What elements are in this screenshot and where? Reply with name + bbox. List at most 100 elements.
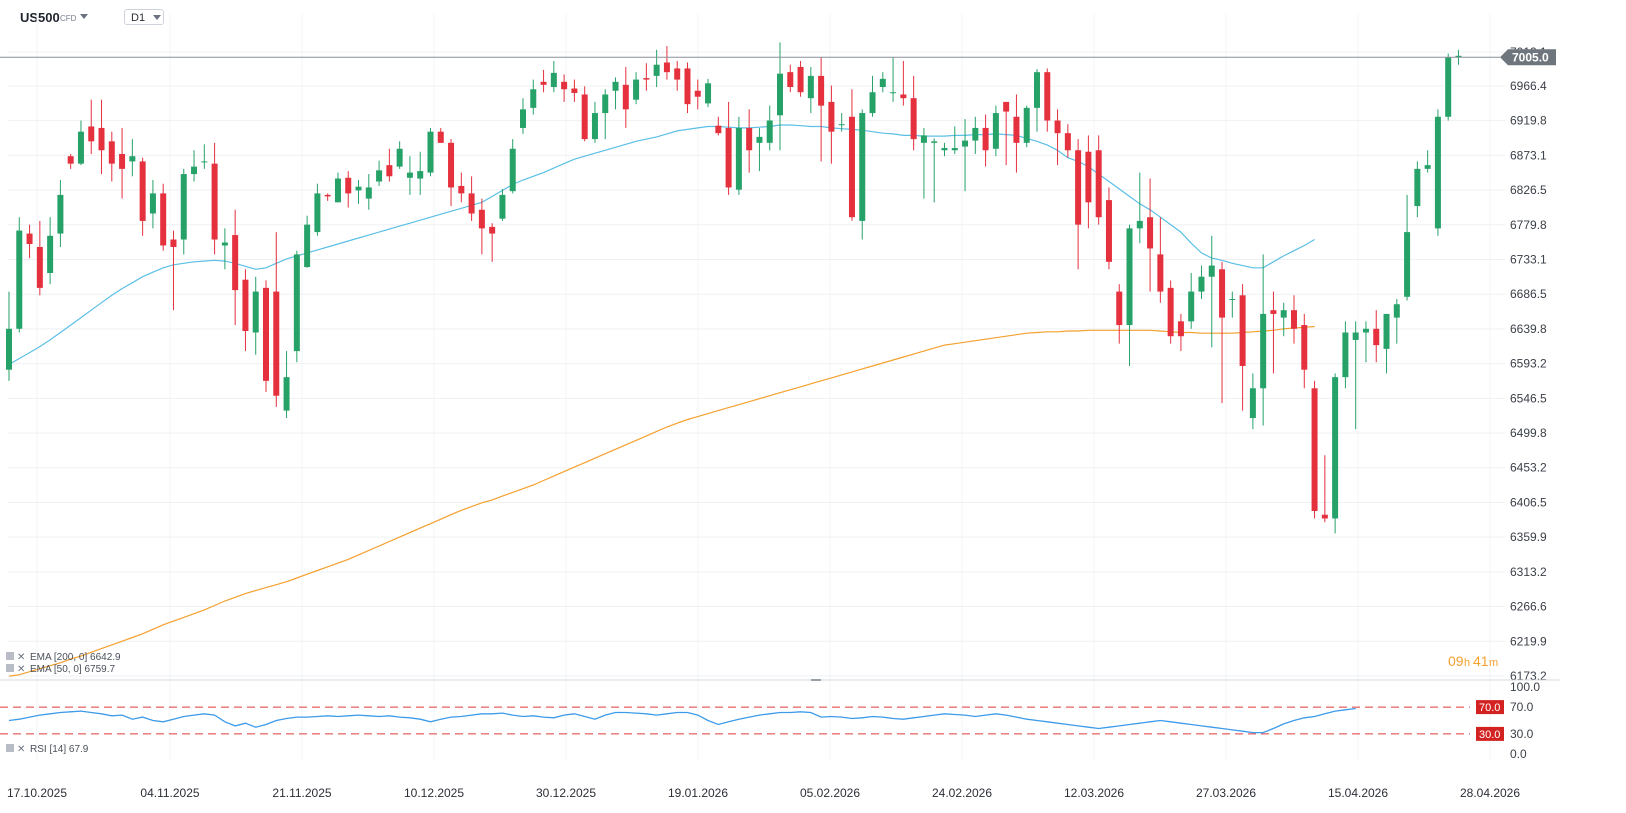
candle-body bbox=[1044, 72, 1051, 121]
candle-body bbox=[365, 187, 372, 199]
y-tick-label: 6639.8 bbox=[1510, 322, 1547, 336]
candle-body bbox=[612, 81, 619, 91]
candle-body bbox=[982, 127, 989, 151]
candle-body bbox=[674, 68, 681, 80]
candle-body bbox=[1054, 120, 1061, 134]
candle-body bbox=[941, 148, 948, 151]
candle-body bbox=[684, 68, 691, 105]
rsi-y-tick-label: 0.0 bbox=[1510, 747, 1527, 761]
candle-body bbox=[1445, 57, 1452, 117]
candle-body bbox=[859, 113, 866, 221]
x-tick-label: 21.11.2025 bbox=[272, 786, 331, 800]
candle-body bbox=[1198, 276, 1205, 292]
y-tick-label: 6546.5 bbox=[1510, 391, 1547, 405]
candle-body bbox=[1085, 151, 1092, 203]
close-icon: ✕ bbox=[17, 664, 25, 675]
indicator-settings-icon bbox=[6, 744, 14, 752]
candle-body bbox=[1280, 310, 1287, 318]
candle-body bbox=[1414, 168, 1421, 207]
candle-body bbox=[221, 242, 228, 246]
candle-body bbox=[1362, 328, 1369, 333]
candle-body bbox=[1321, 514, 1328, 519]
candle-body bbox=[355, 186, 362, 191]
y-tick-label: 6266.6 bbox=[1510, 600, 1547, 614]
candle-body bbox=[561, 81, 568, 90]
candle-body bbox=[36, 246, 43, 288]
candle-body bbox=[705, 83, 712, 104]
candle-body bbox=[211, 163, 218, 240]
candle-body bbox=[499, 194, 506, 219]
rsi-legend-label: RSI [14] 67.9 bbox=[30, 744, 89, 755]
y-tick-label: 6779.8 bbox=[1510, 218, 1547, 232]
last-price-value: 7005.0 bbox=[1512, 50, 1549, 64]
candle-body bbox=[571, 88, 578, 93]
last-price-tag bbox=[1500, 49, 1556, 66]
candle-body bbox=[1126, 228, 1133, 326]
candle-body bbox=[108, 141, 115, 164]
candle-body bbox=[663, 62, 670, 73]
candle-body bbox=[509, 148, 516, 192]
x-tick-label: 10.12.2025 bbox=[404, 786, 464, 800]
candle-body bbox=[160, 193, 167, 246]
candle-body bbox=[1023, 107, 1030, 143]
candle-body bbox=[848, 116, 855, 218]
candle-body bbox=[643, 78, 650, 80]
candle-body bbox=[1013, 116, 1020, 143]
candle-body bbox=[828, 101, 835, 132]
candle-body bbox=[458, 185, 465, 194]
candle-body bbox=[766, 120, 773, 143]
candle-body bbox=[1424, 165, 1431, 169]
candle-body bbox=[931, 141, 938, 143]
candle-body bbox=[910, 98, 917, 140]
candle-body bbox=[47, 235, 54, 273]
candle-body bbox=[16, 230, 23, 329]
candle-body bbox=[818, 75, 825, 106]
y-tick-label: 6593.2 bbox=[1510, 357, 1547, 371]
candle-body bbox=[540, 81, 547, 85]
candle-body bbox=[324, 194, 331, 197]
candle-body bbox=[1311, 388, 1318, 512]
candle-body bbox=[879, 78, 886, 88]
y-tick-label: 6499.8 bbox=[1510, 426, 1547, 440]
y-tick-label: 6453.2 bbox=[1510, 461, 1547, 475]
candle-body bbox=[838, 124, 845, 126]
candle-body bbox=[1116, 291, 1123, 326]
candle-body bbox=[1105, 200, 1112, 262]
y-tick-label: 6966.4 bbox=[1510, 79, 1547, 93]
candle-body bbox=[478, 209, 485, 229]
candle-body bbox=[653, 64, 660, 76]
candle-body bbox=[334, 178, 341, 203]
rsi-level-tag bbox=[1476, 726, 1504, 741]
y-tick-label: 6826.5 bbox=[1510, 183, 1547, 197]
rsi-y-tick-label: 70.0 bbox=[1510, 700, 1534, 714]
candle-body bbox=[386, 165, 393, 177]
x-tick-label: 24.02.2026 bbox=[932, 786, 992, 800]
candle-body bbox=[735, 127, 742, 190]
x-tick-label: 12.03.2026 bbox=[1064, 786, 1124, 800]
chevron-down-icon[interactable] bbox=[80, 14, 88, 19]
timeframe-select[interactable]: D1 bbox=[124, 9, 164, 25]
candle-body bbox=[992, 113, 999, 149]
candle-body bbox=[437, 131, 444, 143]
candle-body bbox=[581, 94, 588, 140]
candle-body bbox=[1188, 291, 1195, 322]
candle-body bbox=[962, 140, 969, 147]
candle-countdown-hours: 09 bbox=[1448, 653, 1464, 669]
candle-body bbox=[746, 127, 753, 151]
candle-body bbox=[694, 90, 701, 97]
x-tick-label: 27.03.2026 bbox=[1196, 786, 1256, 800]
rsi-level-value: 70.0 bbox=[1479, 702, 1500, 714]
candle-body bbox=[1229, 299, 1236, 301]
rsi-line bbox=[8, 707, 1356, 734]
rsi-level-value: 30.0 bbox=[1479, 729, 1500, 741]
candle-body bbox=[1034, 72, 1040, 108]
candle-body bbox=[376, 170, 383, 182]
symbol-selector[interactable]: US500 bbox=[20, 10, 60, 25]
candle-body bbox=[787, 72, 794, 88]
candle-body bbox=[489, 226, 496, 234]
candle-body bbox=[1136, 220, 1143, 229]
candle-body bbox=[1291, 310, 1297, 329]
rsi-y-tick-label: 100.0 bbox=[1510, 680, 1540, 694]
candle-body bbox=[951, 148, 958, 151]
